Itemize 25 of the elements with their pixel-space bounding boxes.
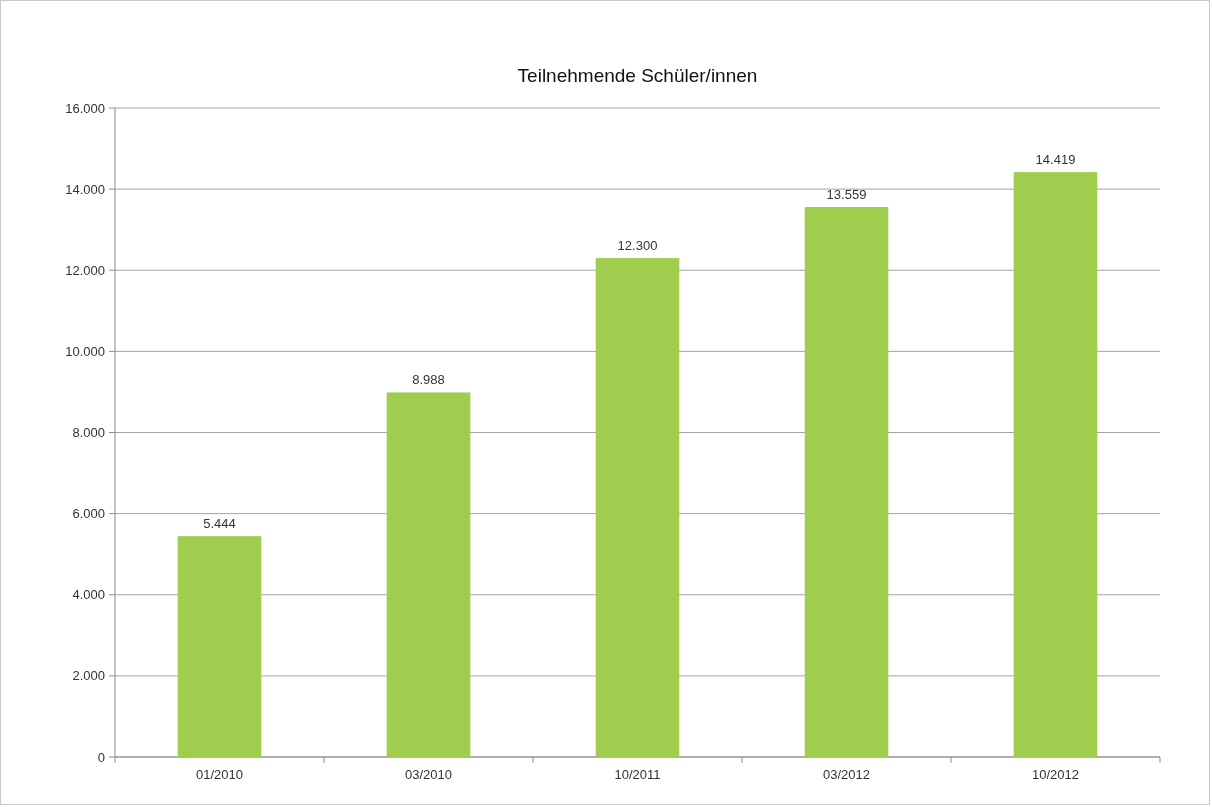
y-tick-label: 4.000 <box>72 587 105 603</box>
data-label: 13.559 <box>826 187 867 203</box>
bar <box>1013 172 1098 757</box>
y-tick-label: 8.000 <box>72 425 105 441</box>
y-tick-label: 10.000 <box>65 343 105 359</box>
x-tick-label: 01/2010 <box>196 767 243 782</box>
data-label: 12.300 <box>617 238 658 254</box>
y-tick-label: 6.000 <box>72 506 105 522</box>
y-tick-label: 16.000 <box>65 100 105 116</box>
data-label: 5.444 <box>203 516 236 532</box>
data-label: 8.988 <box>412 372 445 388</box>
y-tick-label: 12.000 <box>65 262 105 278</box>
x-tick-label: 10/2012 <box>1032 767 1079 782</box>
bar <box>177 536 262 757</box>
y-tick-label: 2.000 <box>72 668 105 684</box>
x-tick-label: 03/2010 <box>405 767 452 782</box>
x-tick-label: 10/2011 <box>614 767 661 782</box>
bar <box>804 207 889 757</box>
bar <box>595 258 680 757</box>
bar <box>386 392 471 757</box>
x-tick-label: 03/2012 <box>823 767 870 782</box>
chart-title: Teilnehmende Schüler/innen <box>517 65 758 86</box>
y-tick-label: 14.000 <box>65 181 105 197</box>
data-label: 14.419 <box>1035 152 1076 168</box>
y-tick-label: 0 <box>97 749 105 765</box>
